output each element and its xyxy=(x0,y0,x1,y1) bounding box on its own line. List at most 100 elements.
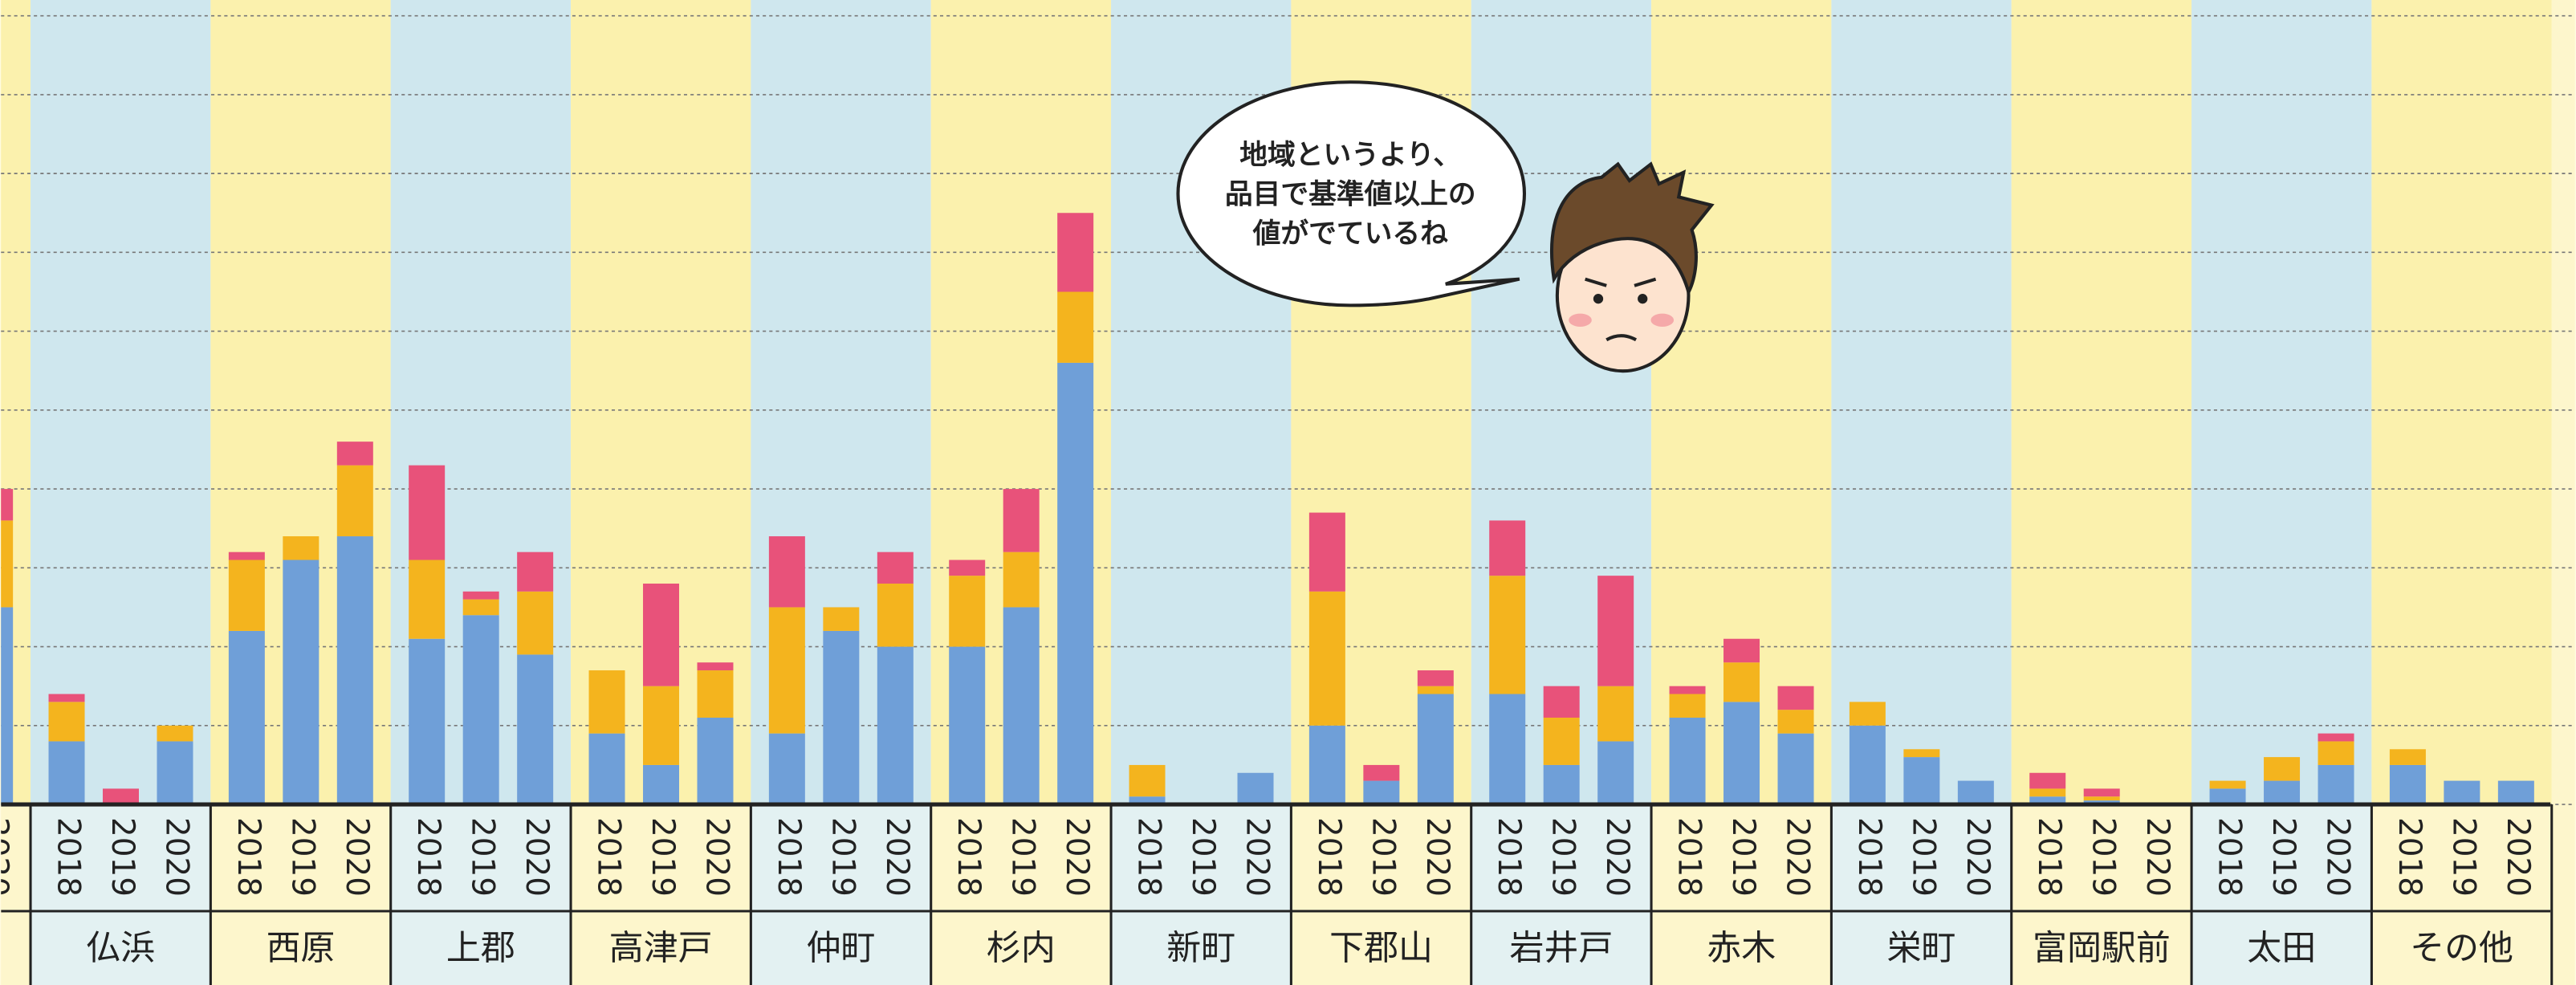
bar-segment xyxy=(2264,780,2301,805)
year-label: 2019 xyxy=(645,817,681,897)
bar-segment xyxy=(1,520,14,608)
axis-band xyxy=(1,804,31,985)
column-band xyxy=(2011,0,2192,805)
year-label: 2020 xyxy=(519,817,555,897)
year-label: 2020 xyxy=(698,817,735,897)
bar-segment xyxy=(409,465,446,560)
year-label: 2020 xyxy=(879,817,915,897)
bar-segment xyxy=(1003,607,1040,805)
region-label: 西原 xyxy=(267,929,336,969)
region-label: 赤木 xyxy=(1707,929,1776,969)
bar-segment xyxy=(697,717,734,805)
axis-band xyxy=(1111,804,1292,985)
bar-segment xyxy=(823,630,860,805)
bar-segment xyxy=(409,638,446,805)
bar-segment xyxy=(643,686,680,765)
year-label: 2018 xyxy=(2031,817,2067,897)
bar-segment xyxy=(517,591,554,655)
bar-segment xyxy=(48,702,85,742)
bar-segment xyxy=(462,615,499,805)
year-label: 2020 xyxy=(2320,817,2356,897)
year-label: 2018 xyxy=(2391,817,2427,897)
year-label: 2020 xyxy=(1599,817,1635,897)
bar-segment xyxy=(1723,662,1760,702)
bar-segment xyxy=(336,536,373,805)
bar-segment xyxy=(1308,512,1345,592)
bar-segment xyxy=(2029,796,2066,805)
bar-segment xyxy=(1903,757,1940,805)
year-label: 2018 xyxy=(1491,817,1527,897)
bubble-text: 地域というより、 xyxy=(1239,139,1461,171)
bar-segment xyxy=(1597,741,1634,805)
bar-segment xyxy=(768,733,805,805)
bar-segment xyxy=(1669,686,1706,694)
bar-segment xyxy=(877,552,914,584)
bar-segment xyxy=(1129,796,1166,805)
bubble-text: 値がでているね xyxy=(1252,218,1448,250)
bar-segment xyxy=(949,576,986,647)
region-label: 上郡 xyxy=(446,929,515,969)
bar-segment xyxy=(2029,788,2066,797)
axis-band xyxy=(2191,804,2372,985)
axis-band xyxy=(1651,804,1832,985)
bar-segment xyxy=(697,662,734,671)
region-label: 下郡山 xyxy=(1329,929,1433,969)
bar-segment xyxy=(1057,213,1094,292)
bar-segment xyxy=(1669,717,1706,805)
year-label: 2020 xyxy=(1959,817,1996,897)
bar-segment xyxy=(228,560,265,631)
bar-segment xyxy=(228,630,265,805)
bar-segment xyxy=(1363,780,1400,805)
bar-segment xyxy=(1543,717,1580,765)
year-label: 2020 xyxy=(1780,817,1816,897)
bar-segment xyxy=(283,536,319,560)
bar-segment xyxy=(2264,757,2301,781)
year-label: 2018 xyxy=(1311,817,1347,897)
region-label: 太田 xyxy=(2247,929,2316,969)
bar-segment xyxy=(697,670,734,718)
bar-segment xyxy=(1957,780,1994,805)
bar-segment xyxy=(1237,772,1274,805)
bar-segment xyxy=(1777,733,1814,805)
bar-segment xyxy=(1723,702,1760,805)
axis-band xyxy=(571,804,751,985)
bar-segment xyxy=(2389,749,2426,765)
bar-segment xyxy=(2318,741,2354,765)
bar-segment xyxy=(768,607,805,734)
bar-segment xyxy=(1777,710,1814,734)
year-label: 2019 xyxy=(104,817,140,897)
region-label: 仏浜 xyxy=(86,929,155,969)
bar-segment xyxy=(462,599,499,616)
bar-segment xyxy=(2318,733,2354,742)
bar-segment xyxy=(103,788,139,805)
year-label: 2019 xyxy=(465,817,501,897)
bar-segment xyxy=(228,552,265,560)
year-label: 2019 xyxy=(1905,817,1941,897)
bar-segment xyxy=(1777,686,1814,710)
bar-segment xyxy=(2444,780,2480,805)
region-label: 岩井戸 xyxy=(1509,929,1613,969)
bar-segment xyxy=(768,536,805,608)
column-band xyxy=(2551,0,2575,985)
bar-segment xyxy=(336,442,373,466)
axis-band xyxy=(210,804,391,985)
bar-segment xyxy=(48,741,85,805)
bar-segment xyxy=(877,646,914,805)
bar-segment xyxy=(877,583,914,647)
bar-segment xyxy=(1,489,14,521)
bar-segment xyxy=(949,646,986,805)
bar-segment xyxy=(1723,638,1760,663)
axis-band xyxy=(1471,804,1652,985)
bar-segment xyxy=(1849,725,1886,805)
axis-band xyxy=(390,804,572,985)
axis-band xyxy=(1831,804,2012,985)
bar-segment xyxy=(409,560,446,639)
year-label: 2018 xyxy=(410,817,446,897)
bar-segment xyxy=(1903,749,1940,758)
year-label: 2018 xyxy=(591,817,627,897)
axis-band xyxy=(1291,804,1471,985)
axis-band xyxy=(2011,804,2192,985)
bar-segment xyxy=(2029,772,2066,789)
year-label: 2018 xyxy=(950,817,987,897)
bar-segment xyxy=(588,670,625,734)
